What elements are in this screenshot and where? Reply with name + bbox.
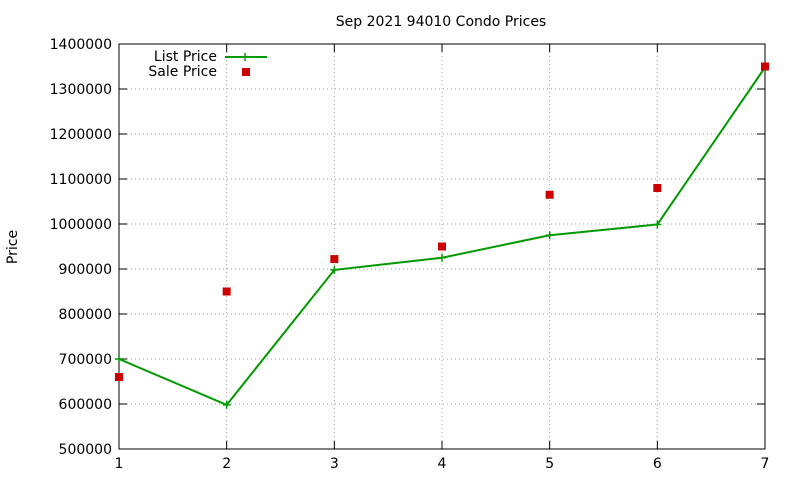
x-tick-label: 1 [115, 456, 124, 472]
axis-ticks: 500000 600000 700000 800000 900000 1000000 110… [50, 37, 770, 472]
sale-price-point [761, 62, 769, 71]
legend: List Price Sale Price [148, 49, 267, 80]
list-price-point [438, 253, 446, 262]
y-tick-label: 600000 [59, 397, 112, 413]
sale-price-point [653, 184, 662, 192]
x-tick-label: 6 [653, 456, 662, 472]
x-tick-label: 5 [545, 456, 554, 472]
y-axis-label: Price [5, 230, 21, 264]
y-tick-label: 700000 [59, 352, 112, 368]
list-price-point [545, 231, 554, 240]
sale-price-point [222, 287, 231, 296]
sale-price-point [438, 242, 446, 251]
list-price-point [653, 220, 662, 229]
x-tick-label: 7 [761, 456, 770, 472]
sale-price-point [545, 190, 554, 199]
y-tick-label: 900000 [59, 262, 112, 278]
data-series [115, 62, 769, 409]
x-tick-label: 3 [330, 456, 339, 472]
list-price-point [330, 265, 339, 274]
y-tick-label: 500000 [59, 442, 112, 458]
legend-label-sale-price: Sale Price [148, 64, 217, 80]
sale-price-point [330, 255, 339, 264]
sale-price-point [115, 373, 123, 381]
legend-label-list-price: List Price [154, 49, 217, 65]
list-price-point [115, 355, 123, 363]
list-price-point [222, 400, 231, 409]
y-tick-label: 1300000 [50, 82, 112, 98]
x-tick-label: 4 [438, 456, 447, 472]
y-tick-label: 1400000 [50, 37, 112, 53]
legend-marker-list-price [241, 53, 249, 61]
chart-title: Sep 2021 94010 Condo Prices [336, 14, 546, 30]
x-tick-label: 2 [222, 456, 231, 472]
y-tick-label: 1200000 [50, 127, 112, 143]
y-tick-label: 1100000 [50, 172, 112, 188]
legend-marker-sale-price [242, 68, 250, 76]
y-tick-label: 1000000 [50, 217, 112, 233]
y-tick-label: 800000 [59, 307, 112, 323]
